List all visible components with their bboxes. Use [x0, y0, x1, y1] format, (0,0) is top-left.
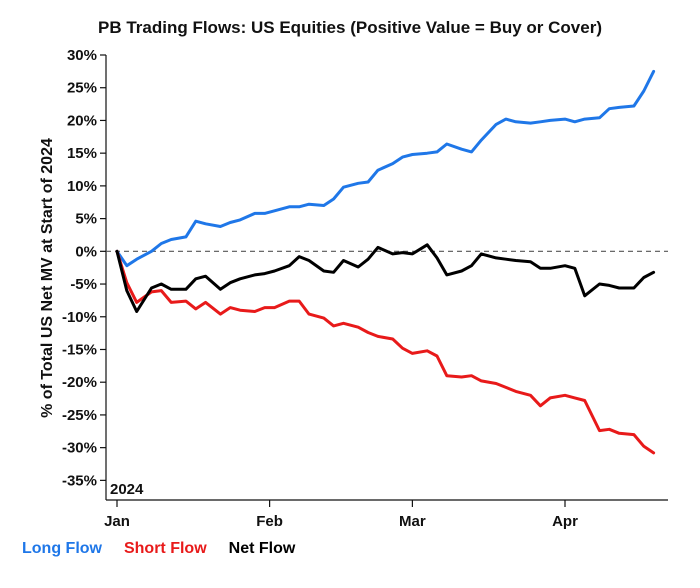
y-tick-label: 30%	[67, 47, 97, 64]
y-tick-label: -5%	[70, 276, 97, 293]
x-tick-label: Apr	[552, 513, 578, 530]
y-tick-label: 15%	[67, 145, 97, 162]
year-inset-label: 2024	[110, 481, 144, 498]
y-tick-label: -20%	[62, 374, 97, 391]
series-line-net-flow	[115, 243, 656, 313]
legend-entry-net-flow: Net Flow	[228, 540, 296, 557]
series-line-long-flow	[115, 69, 656, 268]
y-tick-label: -35%	[62, 472, 97, 489]
y-tick-label: 0%	[75, 243, 97, 260]
y-tick-label: -10%	[62, 309, 97, 326]
legend-entry-long-flow: Long Flow	[22, 540, 102, 557]
y-tick-label: 5%	[75, 211, 97, 228]
y-tick-label: -30%	[62, 440, 97, 457]
x-tick-label: Jan	[104, 513, 130, 530]
y-tick-label: -25%	[62, 407, 97, 424]
y-tick-label: 25%	[67, 80, 97, 97]
y-tick-label: 10%	[67, 178, 97, 195]
series-line-short-flow	[115, 249, 656, 455]
chart-title: PB Trading Flows: US Equities (Positive …	[98, 18, 602, 37]
x-tick-label: Mar	[399, 513, 426, 530]
y-tick-label: 20%	[67, 112, 97, 129]
legend-entry-short-flow: Short Flow	[123, 540, 207, 557]
legend: Long Flow Short Flow Net Flow	[22, 540, 317, 558]
x-tick-label: Feb	[256, 513, 283, 530]
y-tick-label: -15%	[62, 341, 97, 358]
